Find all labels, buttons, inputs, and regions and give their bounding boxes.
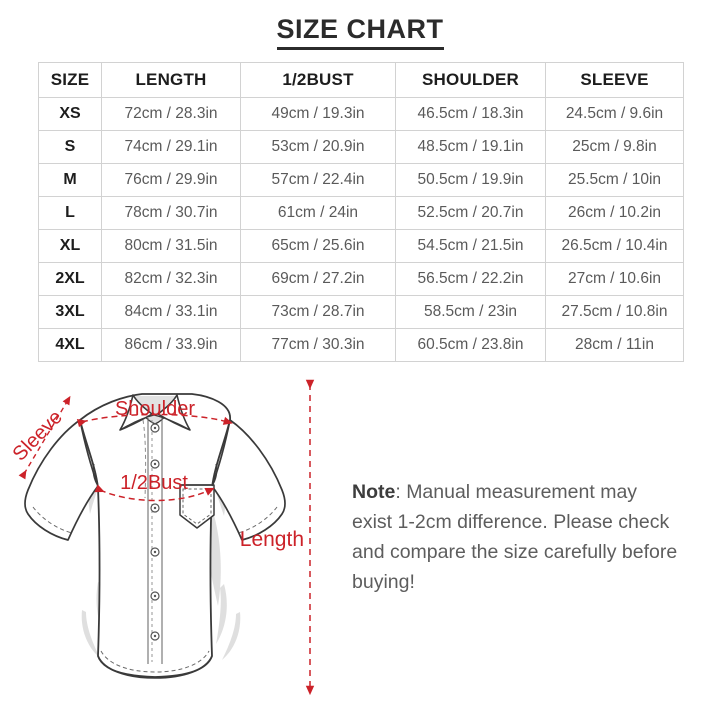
cell-shoulder: 46.5cm / 18.3in [395, 97, 546, 131]
cell-size: 3XL [38, 295, 102, 329]
shirt-measurement-diagram: Shoulder 1/2Bust Sleeve Length [2, 368, 342, 713]
cell-sleeve: 27.5cm / 10.8in [545, 295, 684, 329]
left-sleeve-cuff [27, 513, 69, 541]
cell-length: 78cm / 30.7in [101, 196, 241, 230]
bust-label: 1/2Bust [120, 472, 188, 494]
left-armhole-seam [92, 463, 99, 487]
cell-shoulder: 48.5cm / 19.1in [395, 130, 546, 164]
right-sleeve-cuff [241, 513, 283, 541]
cell-length: 76cm / 29.9in [101, 163, 241, 197]
column-header-shoulder: SHOULDER [395, 62, 546, 98]
cell-bust: 53cm / 20.9in [240, 130, 396, 164]
cell-bust: 69cm / 27.2in [240, 262, 396, 296]
cell-bust: 65cm / 25.6in [240, 229, 396, 263]
cell-sleeve: 26.5cm / 10.4in [545, 229, 684, 263]
bust-measure-line [94, 484, 215, 502]
cell-length: 72cm / 28.3in [101, 97, 241, 131]
cell-sleeve: 25.5cm / 10in [545, 163, 684, 197]
cell-size: S [38, 130, 102, 164]
column-header-length: LENGTH [101, 62, 241, 98]
cell-shoulder: 56.5cm / 22.2in [395, 262, 546, 296]
shirt-hem-stitch [100, 650, 210, 673]
right-sleeve-cuff-stitch [237, 506, 278, 534]
table-row: S 74cm / 29.1in 53cm / 20.9in 48.5cm / 1… [38, 130, 684, 164]
cell-bust: 73cm / 28.7in [240, 295, 396, 329]
shirt-body [79, 393, 231, 678]
table-row: XS 72cm / 28.3in 49cm / 19.3in 46.5cm / … [38, 97, 684, 131]
left-sleeve-cuff-stitch [32, 506, 73, 534]
cell-shoulder: 58.5cm / 23in [395, 295, 546, 329]
note-text: Manual measurement may exist 1-2cm diffe… [352, 481, 678, 593]
note-label: Note [352, 481, 396, 503]
page-title-text: SIZE CHART [276, 14, 444, 50]
note-block: Note: Manual measurement may exist 1-2cm… [352, 477, 682, 597]
table-row: L 78cm / 30.7in 61cm / 24in 52.5cm / 20.… [38, 196, 684, 230]
cell-sleeve: 24.5cm / 9.6in [545, 97, 684, 131]
cell-sleeve: 28cm / 11in [545, 328, 684, 362]
cell-length: 86cm / 33.9in [101, 328, 241, 362]
right-armhole-seam [211, 463, 218, 487]
cell-size: XS [38, 97, 102, 131]
column-header-bust: 1/2BUST [240, 62, 396, 98]
table-row: 3XL 84cm / 33.1in 73cm / 28.7in 58.5cm /… [38, 295, 684, 329]
table-row: XL 80cm / 31.5in 65cm / 25.6in 54.5cm / … [38, 229, 684, 263]
cell-length: 74cm / 29.1in [101, 130, 241, 164]
cell-length: 80cm / 31.5in [101, 229, 241, 263]
cell-size: 2XL [38, 262, 102, 296]
shirt-hem [97, 655, 213, 679]
table-header-row: SIZE LENGTH 1/2BUST SHOULDER SLEEVE [38, 62, 684, 98]
cell-sleeve: 26cm / 10.2in [545, 196, 684, 230]
page-title: SIZE CHART [0, 14, 720, 50]
note-separator: : [395, 481, 407, 503]
button-holes [153, 426, 157, 638]
cell-sleeve: 27cm / 10.6in [545, 262, 684, 296]
table-row: 2XL 82cm / 32.3in 69cm / 27.2in 56.5cm /… [38, 262, 684, 296]
shoulder-measure-line [76, 413, 233, 428]
shoulder-label: Shoulder [115, 398, 195, 420]
table-row: 4XL 86cm / 33.9in 77cm / 30.3in 60.5cm /… [38, 328, 684, 362]
cell-shoulder: 50.5cm / 19.9in [395, 163, 546, 197]
cell-bust: 49cm / 19.3in [240, 97, 396, 131]
column-header-sleeve: SLEEVE [545, 62, 684, 98]
cell-shoulder: 54.5cm / 21.5in [395, 229, 546, 263]
cell-bust: 77cm / 30.3in [240, 328, 396, 362]
cell-shoulder: 60.5cm / 23.8in [395, 328, 546, 362]
cell-size: L [38, 196, 102, 230]
cell-size: 4XL [38, 328, 102, 362]
cell-bust: 57cm / 22.4in [240, 163, 396, 197]
cell-length: 82cm / 32.3in [101, 262, 241, 296]
cell-length: 84cm / 33.1in [101, 295, 241, 329]
table-row: M 76cm / 29.9in 57cm / 22.4in 50.5cm / 1… [38, 163, 684, 197]
cell-shoulder: 52.5cm / 20.7in [395, 196, 546, 230]
cell-size: XL [38, 229, 102, 263]
cell-sleeve: 25cm / 9.8in [545, 130, 684, 164]
length-label: Length [240, 528, 304, 551]
shirt-buttons [150, 423, 160, 641]
cell-bust: 61cm / 24in [240, 196, 396, 230]
column-header-size: SIZE [38, 62, 102, 98]
size-chart-table: SIZE LENGTH 1/2BUST SHOULDER SLEEVE XS 7… [38, 62, 684, 362]
cell-size: M [38, 163, 102, 197]
